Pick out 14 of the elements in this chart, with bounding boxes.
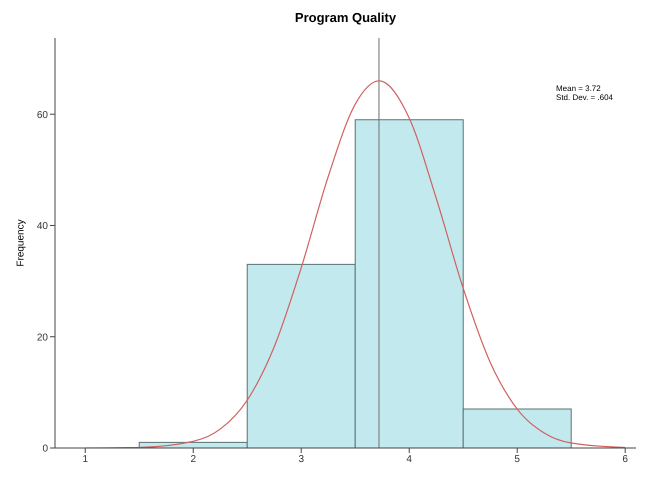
x-tick-label: 6 [622, 454, 628, 466]
x-tick-label: 5 [514, 454, 520, 466]
x-tick-label: 3 [298, 454, 304, 466]
y-tick-label: 0 [42, 444, 48, 455]
y-tick-label: 20 [36, 332, 48, 344]
annotation: Mean = 3.72 [556, 84, 602, 93]
x-tick-label: 1 [82, 454, 88, 466]
annotation: Std. Dev. = .604 [556, 93, 613, 102]
y-tick-label: 40 [36, 221, 48, 232]
chart-title: Program Quality [294, 10, 398, 25]
y-axis-title: Frequency [16, 219, 27, 267]
x-tick-label: 4 [406, 454, 412, 466]
x-tick-label: 2 [190, 454, 196, 466]
y-tick-label: 60 [36, 110, 48, 121]
